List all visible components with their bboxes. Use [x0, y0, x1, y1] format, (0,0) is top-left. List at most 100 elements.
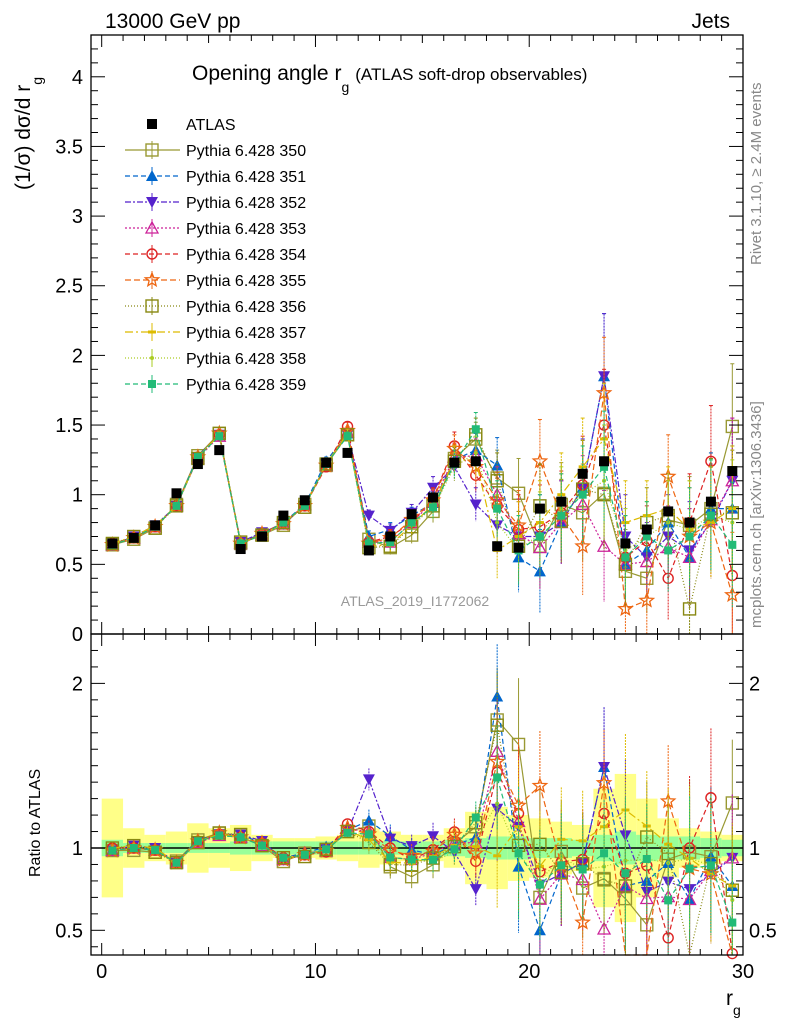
series-359-ratio-point [664, 896, 673, 905]
series-359-point [193, 453, 202, 462]
series-359-point [471, 425, 480, 434]
series-359-ratio-point [322, 845, 331, 854]
y-axis-label-main: (1/σ) dσ/d rg [12, 77, 45, 190]
legend-label: Pythia 6.428 359 [186, 377, 306, 394]
series-357-main [108, 382, 737, 579]
legend-entry: ATLAS [147, 117, 236, 134]
series-359-ratio-point [386, 853, 395, 862]
x-tick-label: 10 [304, 961, 326, 983]
series-351-line [112, 376, 733, 573]
series-359-ratio-point [429, 855, 438, 864]
series-353-line [112, 430, 733, 565]
series-359-ratio-point [279, 853, 288, 862]
series-359-point [236, 539, 245, 548]
series-353-main [105, 417, 740, 607]
atlas-point [363, 545, 374, 556]
atlas-point [577, 468, 588, 479]
series-359-ratio-point [108, 846, 117, 855]
legend-label: Pythia 6.428 351 [186, 169, 306, 186]
legend-marker [147, 119, 157, 129]
series-359-ratio-point [514, 849, 523, 858]
series-352-point [469, 499, 482, 511]
series-359-point [493, 504, 502, 513]
legend-entry: Pythia 6.428 358 [125, 349, 306, 368]
series-359-point [364, 539, 373, 548]
legend-entry: Pythia 6.428 353 [125, 219, 306, 238]
atlas-point [599, 456, 610, 467]
series-359-point [300, 501, 309, 510]
y-tick-label-main: 0 [72, 624, 83, 646]
y-tick-label-ratio-right: 1 [749, 838, 760, 860]
y-axis-label-ratio: Ratio to ATLAS [27, 769, 44, 877]
atlas-point [385, 531, 396, 542]
legend-marker [146, 248, 158, 260]
series-359-ratio-point [578, 865, 587, 874]
series-359-ratio-point [642, 854, 651, 863]
atlas-point [321, 457, 332, 468]
legend-entry: Pythia 6.428 351 [125, 167, 306, 186]
series-359-point [279, 518, 288, 527]
series-359-ratio-point [215, 831, 224, 840]
series-359-point [728, 540, 737, 549]
legend-marker [148, 380, 156, 388]
series-355-ratio-point [531, 776, 549, 793]
series-359-point [407, 518, 416, 527]
series-355-ratio-point [574, 913, 591, 930]
atlas-point [513, 542, 524, 553]
legend-label: Pythia 6.428 356 [186, 299, 306, 316]
analysis-label: ATLAS_2019_I1772062 [341, 593, 490, 609]
x-axis-label-text: r [726, 987, 733, 1010]
atlas-point [214, 445, 225, 456]
series-359-ratio-point [450, 845, 459, 854]
x-axis-label: rg [726, 987, 741, 1018]
series-356-ratio-point [319, 842, 333, 857]
legend-marker [148, 330, 156, 334]
series-359-point [642, 532, 651, 541]
legend-entry: Pythia 6.428 359 [125, 375, 306, 394]
header-left: 13000 GeV pp [105, 10, 240, 33]
legend-entry: Pythia 6.428 350 [125, 141, 306, 160]
legend-marker [145, 299, 159, 313]
series-359-ratio-point [706, 861, 715, 870]
series-358-point [473, 450, 478, 455]
atlas-point [257, 531, 268, 542]
y-tick-label-main: 1 [72, 485, 83, 507]
series-351-ratio-point [362, 814, 375, 826]
series-359-ratio-point [300, 850, 309, 859]
series-359-point [535, 532, 544, 541]
series-359-ratio-point [471, 813, 480, 822]
ratio-uncertainty-bands [91, 773, 743, 923]
series-358-point [495, 520, 500, 525]
series-359-ratio-point [685, 864, 694, 873]
atlas-point [684, 517, 695, 528]
legend-entry: Pythia 6.428 355 [125, 271, 306, 290]
y-tick-label-main: 3 [72, 206, 83, 228]
atlas-point [299, 495, 310, 506]
series-358-point [687, 527, 692, 532]
series-355-ratio-point [317, 841, 335, 858]
legend-label: Pythia 6.428 354 [186, 247, 306, 264]
legend-marker [146, 170, 158, 181]
series-355-point [467, 458, 485, 474]
series-352-ratio-point [362, 774, 375, 786]
side-text-mcplots: mcplots.cern.ch [arXiv:1306.3436] [748, 401, 765, 628]
series-356-line [112, 432, 733, 610]
series-359-ratio-point [129, 844, 138, 852]
atlas-point [150, 520, 161, 531]
legend-entry: Pythia 6.428 356 [125, 297, 306, 316]
series-359-point [429, 503, 438, 512]
atlas-point [705, 496, 716, 507]
atlas-point [492, 541, 503, 552]
legend-entry: Pythia 6.428 352 [125, 193, 306, 212]
series-355-point [617, 600, 634, 617]
ratio-panel-series [104, 644, 740, 960]
series-359-ratio-point [151, 846, 160, 855]
atlas-point [406, 509, 417, 520]
atlas-point [192, 459, 203, 470]
series-359-ratio [108, 725, 737, 955]
series-356-point [105, 536, 120, 551]
series-352-line [112, 376, 733, 559]
legend-label: Pythia 6.428 352 [186, 195, 306, 212]
x-tick-label: 0 [96, 961, 107, 983]
series-355-point [574, 537, 591, 554]
